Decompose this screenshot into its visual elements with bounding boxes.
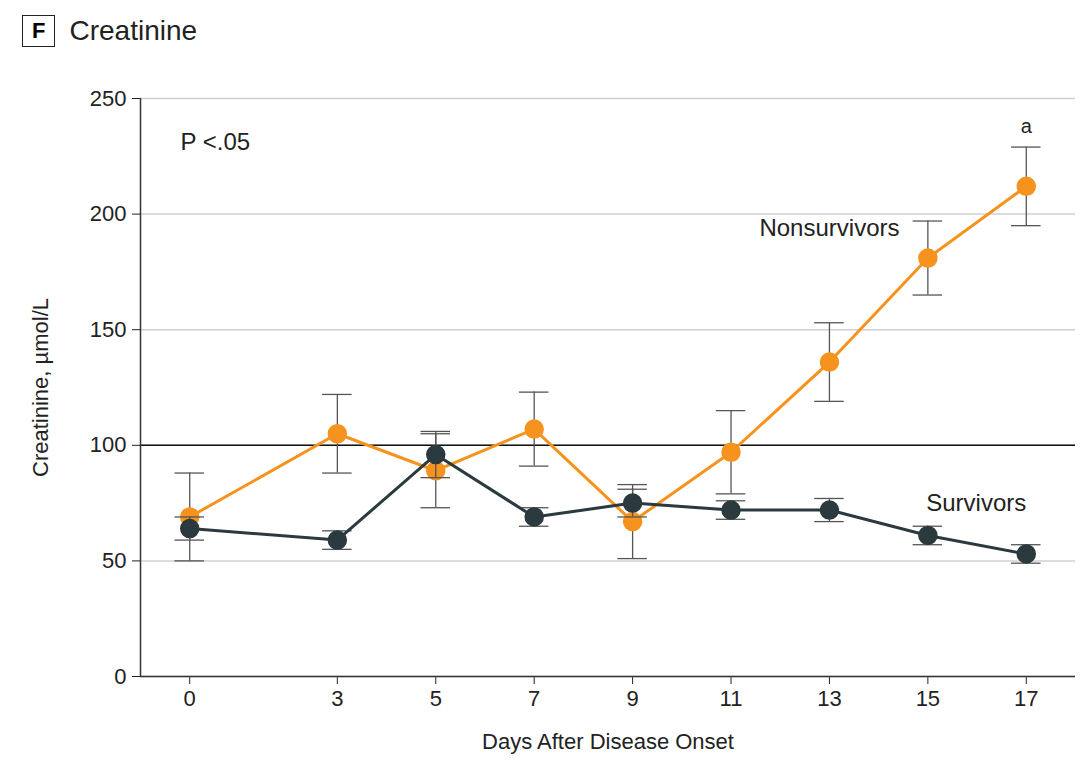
svg-text:11: 11 [720,686,743,711]
svg-text:P <.05: P <.05 [181,128,251,155]
svg-text:17: 17 [1014,686,1038,711]
svg-text:Nonsurvivors: Nonsurvivors [759,214,899,241]
svg-text:200: 200 [90,201,127,226]
svg-text:250: 250 [90,86,127,111]
svg-text:7: 7 [528,686,540,711]
svg-text:50: 50 [102,548,126,573]
svg-text:15: 15 [916,686,940,711]
html-text:F: F [32,17,46,43]
svg-text:3: 3 [331,686,343,711]
svg-text:13: 13 [817,686,841,711]
svg-text:9: 9 [626,686,638,711]
svg-text:0: 0 [114,664,126,689]
svg-text:Days After Disease Onset: Days After Disease Onset [482,729,734,754]
svg-text:150: 150 [90,317,127,342]
svg-text:100: 100 [90,432,127,457]
svg-text:Creatinine, µmol/L: Creatinine, µmol/L [28,298,53,477]
svg-text:0: 0 [184,686,196,711]
svg-text:Survivors: Survivors [926,489,1026,516]
svg-text:a: a [1021,115,1033,137]
svg-text:5: 5 [430,686,442,711]
html-text:Creatinine: Creatinine [69,15,198,46]
